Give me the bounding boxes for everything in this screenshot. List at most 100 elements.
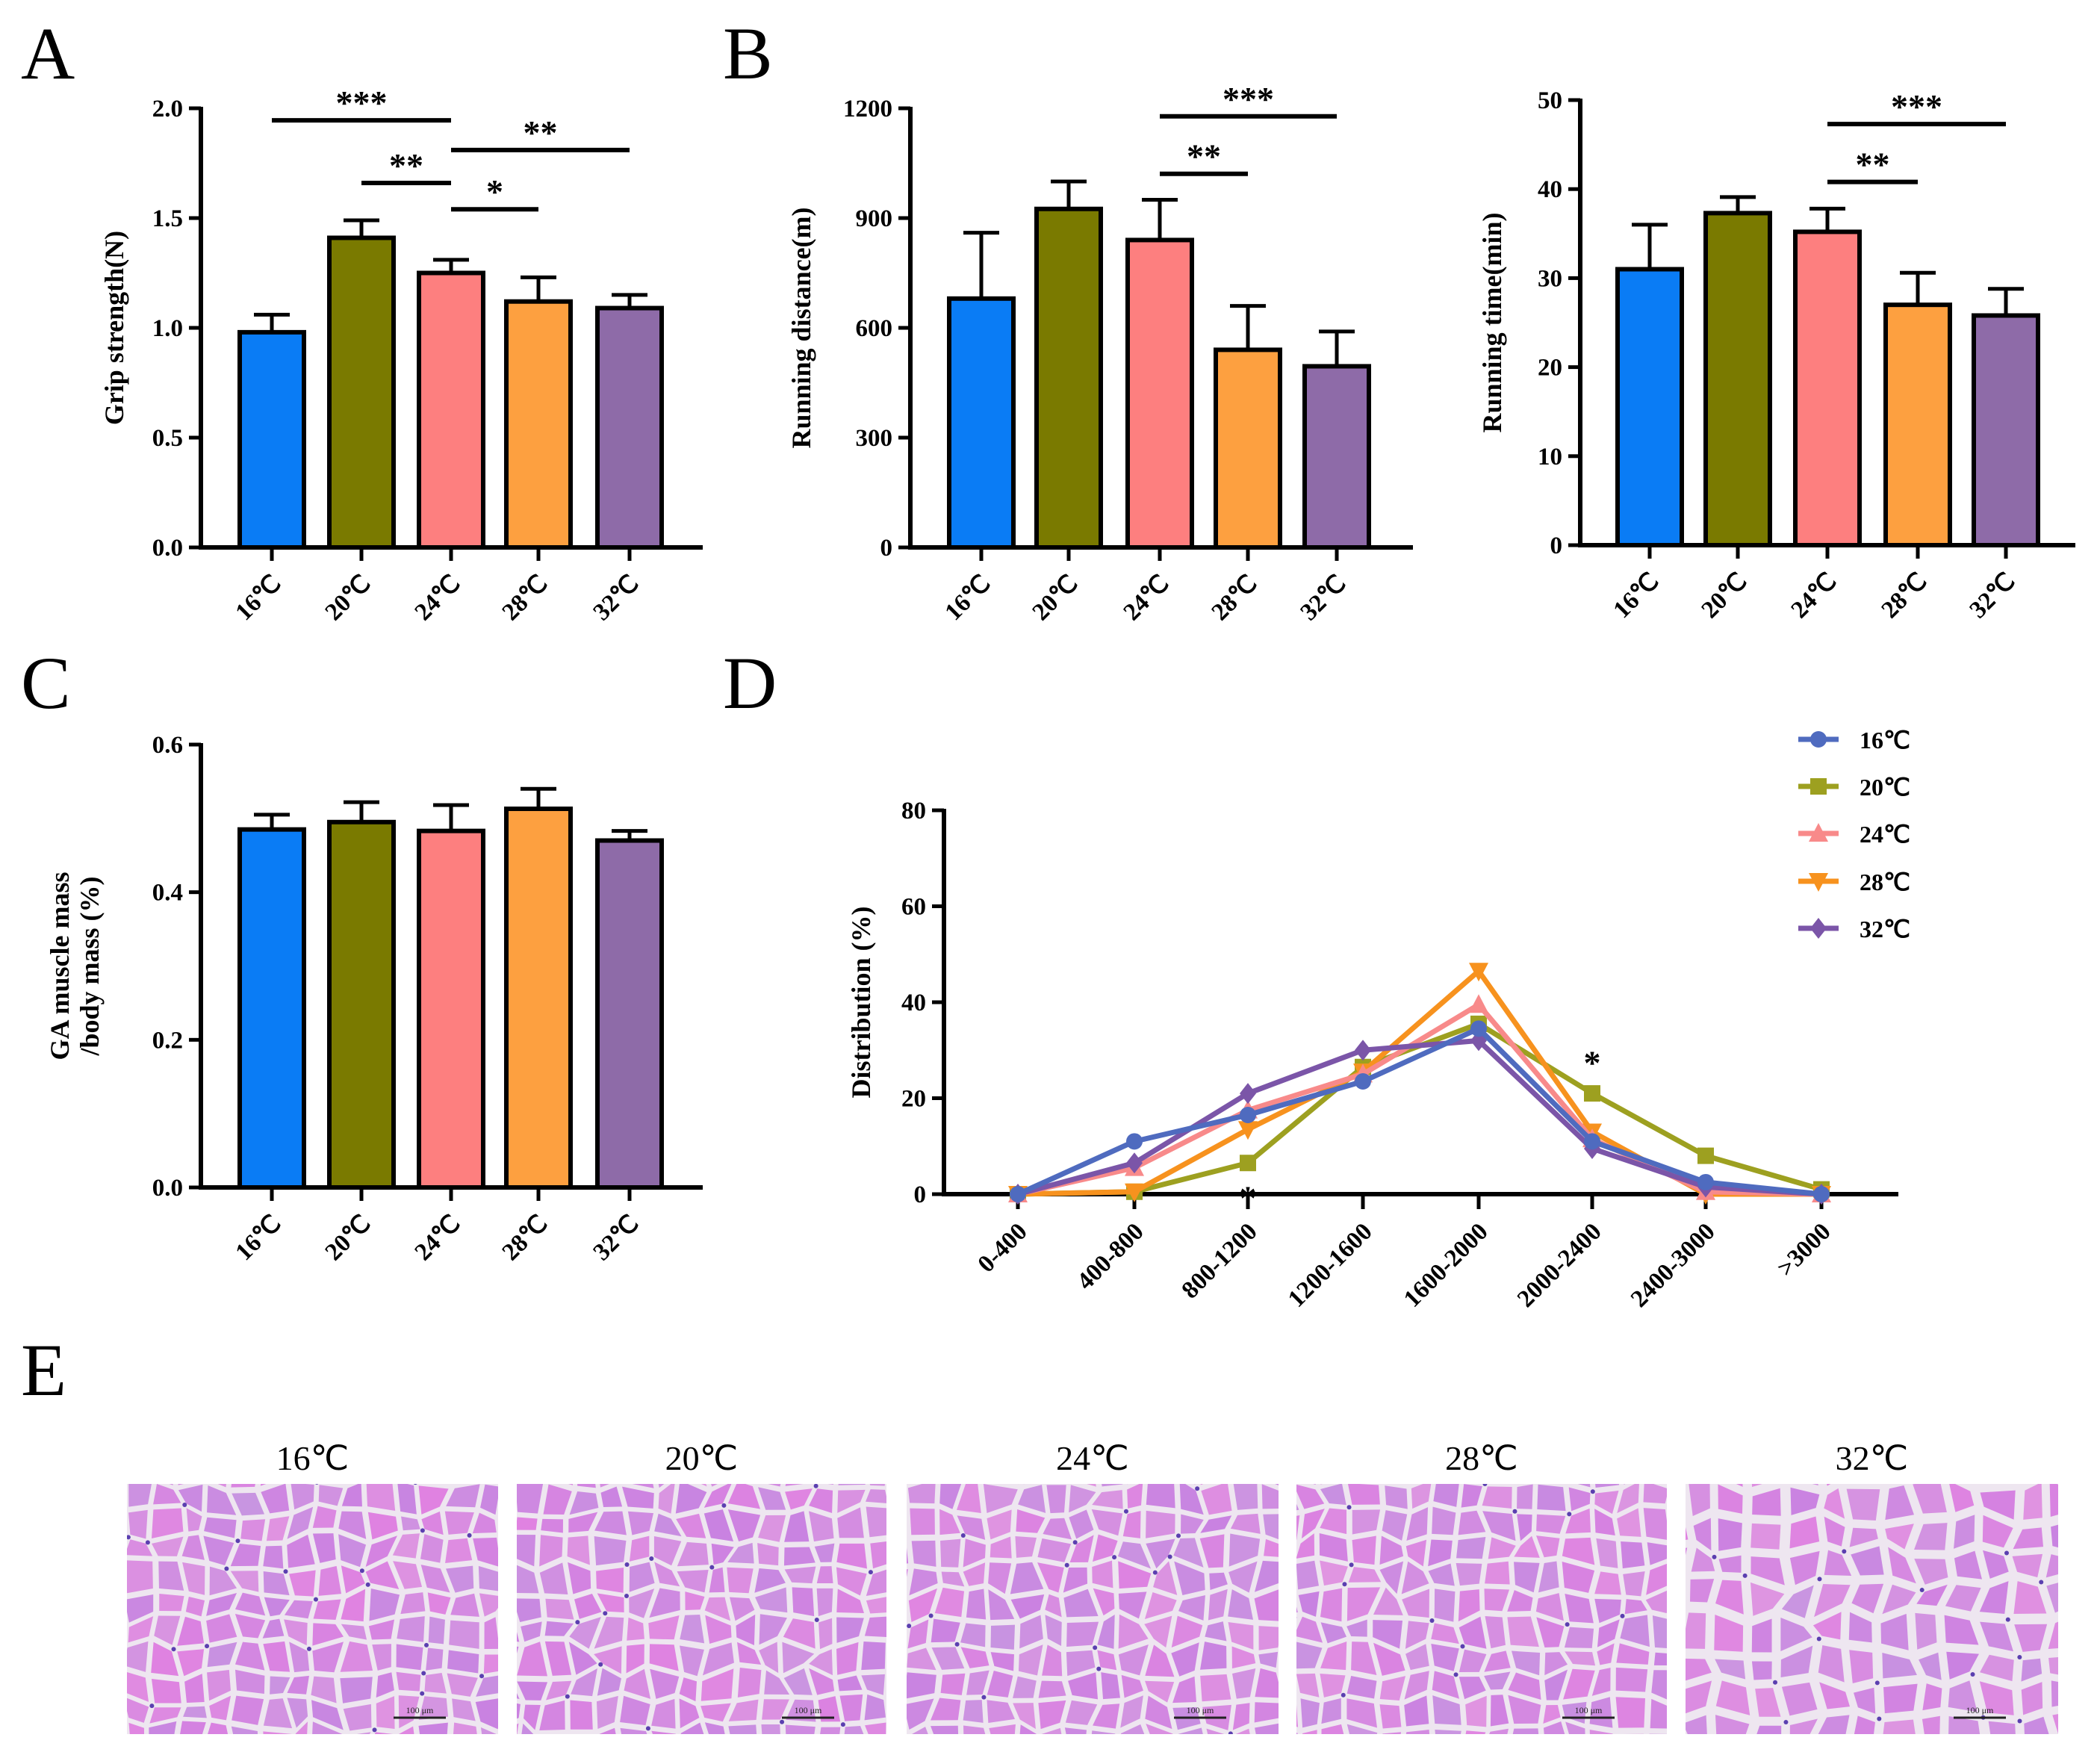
muscle-fiber [396,1671,421,1692]
muscle-fiber [599,1727,616,1734]
scale-bar: 100 μm [1174,1705,1226,1719]
muscle-fiber [2021,1658,2042,1682]
muscle-fiber [1146,1538,1175,1569]
muscle-fiber [1646,1563,1667,1595]
muscle-fiber [909,1568,938,1596]
nucleus [127,1535,131,1540]
x-tick-label: 24℃ [410,570,466,626]
muscle-fiber [648,1615,680,1640]
nucleus [1641,1456,1646,1461]
muscle-fiber [1122,1511,1141,1538]
muscle-fiber [1517,1484,1533,1509]
panel-label-d: D [723,642,777,724]
x-tick-label: 1200-1600 [1283,1218,1378,1313]
bar-28 [1883,302,1952,547]
muscle-fiber [318,1565,342,1596]
muscle-fiber [312,1533,336,1563]
muscle-fiber [908,1453,936,1483]
muscle-fiber [1199,1534,1225,1568]
nucleus [1482,1484,1488,1487]
muscle-fiber [1385,1485,1408,1509]
muscle-fiber [629,1588,655,1618]
muscle-fiber [1686,1658,1712,1681]
muscle-fiber [727,1484,761,1509]
bar-20 [1703,211,1772,547]
muscle-fiber [367,1453,399,1477]
muscle-fiber [418,1722,448,1734]
muscle-fiber [1752,1488,1781,1516]
muscle-fiber [1037,1538,1072,1562]
muscle-fiber [1205,1621,1227,1642]
muscle-fiber [2012,1553,2043,1578]
muscle-fiber [234,1613,266,1639]
muscle-fiber [759,1642,779,1674]
muscle-fiber [728,1699,759,1721]
nucleus [1816,1636,1821,1642]
muscle-fiber [728,1724,757,1734]
muscle-fiber [1101,1672,1120,1700]
muscle-fiber [1484,1588,1510,1612]
muscle-fiber [1565,1721,1585,1734]
muscle-fiber [475,1698,498,1730]
legend-marker [1809,873,1828,892]
muscle-fiber [517,1723,519,1734]
muscle-fiber [1718,1484,1743,1514]
muscle-fiber [1145,1695,1172,1730]
bar-20 [327,235,396,550]
muscle-fiber [1023,1484,1025,1485]
y-axis-label: Running distance(m) [786,207,816,448]
muscle-fiber [814,1543,835,1562]
muscle-fiber [764,1670,790,1695]
muscle-fiber [1914,1523,1948,1550]
muscle-fiber [703,1509,734,1541]
muscle-fiber [1320,1642,1347,1671]
muscle-fiber [397,1484,417,1515]
muscle-fiber [963,1538,986,1568]
muscle-fiber [1296,1533,1315,1559]
muscle-fiber [263,1571,290,1596]
muscle-fiber [1346,1619,1367,1637]
nucleus [1352,1456,1356,1460]
muscle-fiber [737,1642,762,1665]
y-tick-label: 40 [1538,176,1562,203]
muscle-fiber [1296,1616,1323,1643]
y-axis-label: Running time(min) [1477,212,1507,432]
muscle-fiber [1346,1698,1378,1728]
muscle-fiber [600,1484,609,1488]
muscle-fiber [676,1513,706,1538]
bar-20 [1034,206,1103,550]
muscle-fiber [1118,1561,1152,1589]
nucleus [624,1562,630,1567]
y-tick-label: 0 [914,1181,927,1208]
muscle-fiber [1411,1484,1432,1509]
muscle-fiber [908,1588,937,1623]
muscle-fiber [768,1484,781,1487]
muscle-fiber [1919,1652,1942,1680]
muscle-fiber [1715,1580,1744,1615]
muscle-fiber [263,1641,291,1672]
muscle-fiber [447,1650,479,1674]
muscle-fiber [1689,1456,1712,1476]
muscle-fiber [1465,1730,1486,1734]
muscle-fiber [1517,1514,1532,1541]
muscle-fiber [785,1484,804,1486]
muscle-fiber [1507,1616,1539,1647]
muscle-fiber [568,1512,598,1533]
muscle-fiber [651,1698,676,1729]
muscle-fiber [177,1649,205,1677]
muscle-fiber [1458,1510,1486,1535]
muscle-fiber [1228,1533,1261,1567]
muscle-fiber [1649,1733,1667,1734]
bar-16 [237,827,306,1190]
nucleus [359,1568,364,1574]
legend-label: 16℃ [1860,727,1910,754]
muscle-fiber [1402,1588,1429,1618]
nucleus [1817,1577,1822,1582]
muscle-fiber [185,1596,205,1617]
muscle-fiber [1624,1484,1626,1485]
muscle-fiber [289,1570,316,1597]
muscle-fiber [786,1699,816,1722]
muscle-fiber [1428,1563,1455,1586]
muscle-fiber [1651,1670,1667,1700]
muscle-fiber [1208,1588,1228,1621]
